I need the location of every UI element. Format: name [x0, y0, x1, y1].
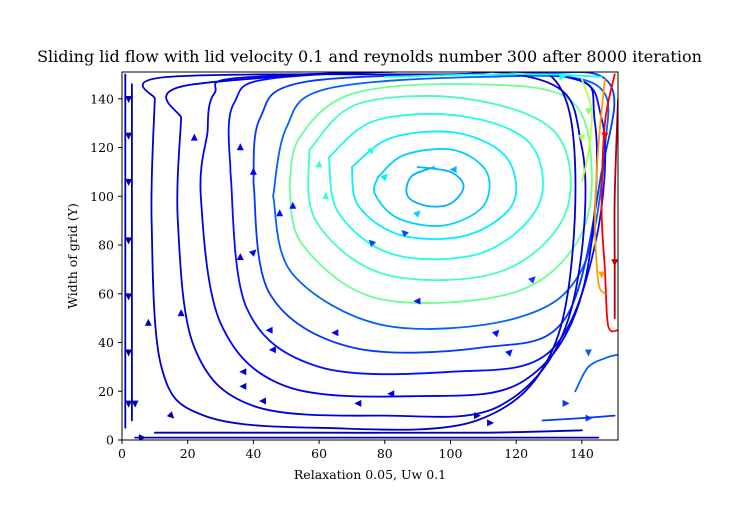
flow-arrow-29 [144, 318, 152, 326]
streamline-eddy-2 [373, 148, 491, 227]
x-tick-label: 40 [245, 446, 261, 461]
flow-arrow-6 [315, 160, 323, 168]
flow-arrow-43 [584, 108, 592, 116]
flow-arrow-8 [289, 201, 297, 209]
x-tick-label: 80 [377, 446, 393, 461]
flow-arrow-7 [322, 192, 330, 200]
flow-arrow-36 [125, 293, 133, 301]
flow-arrow-44 [601, 132, 609, 140]
x-tick-label: 60 [311, 446, 327, 461]
streamline-eddy-3 [351, 130, 518, 240]
flow-arrow-12 [190, 133, 198, 141]
flow-arrow-24 [259, 397, 266, 405]
x-tick-label: 140 [570, 446, 594, 461]
streamlines-layer [124, 72, 618, 439]
flow-arrow-21 [268, 346, 276, 354]
flow-arrow-49 [585, 414, 593, 422]
flow-arrow-30 [177, 309, 185, 317]
flow-arrow-9 [276, 209, 284, 217]
flow-arrow-39 [131, 400, 139, 408]
flow-arrow-10 [249, 167, 257, 175]
streamline-top-right-loop [581, 78, 593, 183]
y-axis-ticks: 0 20 40 60 80 100 120 140 [90, 91, 122, 448]
flow-arrow-5 [368, 239, 377, 248]
streamline-eddy-5 [307, 95, 572, 282]
flow-arrow-32 [125, 96, 133, 103]
x-tick-label: 0 [118, 446, 126, 461]
streamline-eddy-4 [328, 113, 544, 261]
flow-arrow-40 [138, 434, 146, 440]
y-tick-label: 100 [90, 189, 114, 204]
streamline-right-jet-2 [613, 97, 618, 319]
streamline-outer-6 [141, 72, 577, 431]
flow-arrow-34 [125, 178, 133, 186]
flow-arrow-26 [387, 390, 395, 398]
streamline-eddy-6 [288, 83, 593, 304]
x-axis-label: Relaxation 0.05, Uw 0.1 [294, 467, 446, 482]
flow-arrow-16 [528, 276, 536, 284]
flow-arrow-41 [559, 73, 567, 81]
flow-arrow-22 [239, 368, 247, 376]
y-tick-label: 0 [106, 433, 114, 448]
y-axis-label: Width of grid (Y) [65, 203, 80, 309]
x-axis-ticks: 0 20 40 60 80 100 120 140 [118, 440, 594, 461]
streamline-right-jet-3 [594, 78, 606, 295]
flow-arrow-35 [125, 237, 133, 245]
flow-arrow-47 [584, 349, 592, 357]
flow-arrow-31 [166, 411, 175, 419]
flow-arrow-45 [611, 259, 618, 267]
flow-arrow-11 [236, 143, 244, 151]
flow-arrow-20 [265, 326, 273, 334]
flow-arrow-37 [125, 349, 133, 357]
streamline-bottom-2 [153, 429, 583, 434]
flow-arrow-1 [413, 210, 421, 218]
flow-arrow-3 [367, 147, 375, 155]
y-tick-label: 80 [98, 238, 114, 253]
flow-arrow-4 [401, 229, 409, 238]
streamline-right-jet-1 [600, 73, 618, 333]
flow-arrow-33 [125, 132, 133, 140]
flow-arrow-13 [236, 253, 244, 260]
streamline-outer-4 [199, 72, 598, 398]
flow-arrow-27 [474, 412, 481, 420]
flow-arrow-2 [380, 173, 388, 182]
flow-arrow-0 [449, 166, 457, 173]
flow-arrow-46 [598, 271, 606, 279]
flow-arrow-28 [487, 419, 495, 427]
flow-arrow-17 [492, 329, 500, 338]
flow-arrow-48 [562, 399, 570, 407]
streamline-eddy-1 [405, 166, 465, 208]
streamline-corner-br-2 [574, 353, 618, 393]
y-tick-label: 120 [90, 140, 114, 155]
streamline-top-lid [383, 73, 603, 78]
chart-title: Sliding lid flow with lid velocity 0.1 a… [37, 47, 702, 66]
flow-arrow-38 [125, 400, 133, 408]
flow-arrow-25 [354, 399, 362, 407]
flow-arrow-15 [413, 297, 421, 305]
streamline-corner-br-1 [541, 414, 616, 422]
y-tick-label: 60 [98, 286, 114, 301]
flow-arrow-19 [331, 329, 339, 337]
arrows-layer [125, 73, 618, 440]
streamline-outer-2 [252, 72, 616, 354]
x-tick-label: 100 [439, 446, 463, 461]
flow-arrow-14 [248, 249, 257, 257]
flow-arrow-23 [239, 382, 247, 390]
x-tick-label: 20 [180, 446, 196, 461]
y-tick-label: 20 [98, 384, 114, 399]
x-tick-label: 120 [504, 446, 528, 461]
flow-arrow-42 [578, 135, 586, 142]
y-tick-label: 40 [98, 335, 114, 350]
flow-arrow-18 [505, 349, 513, 357]
y-tick-label: 140 [90, 91, 114, 106]
plot-frame [121, 71, 619, 441]
